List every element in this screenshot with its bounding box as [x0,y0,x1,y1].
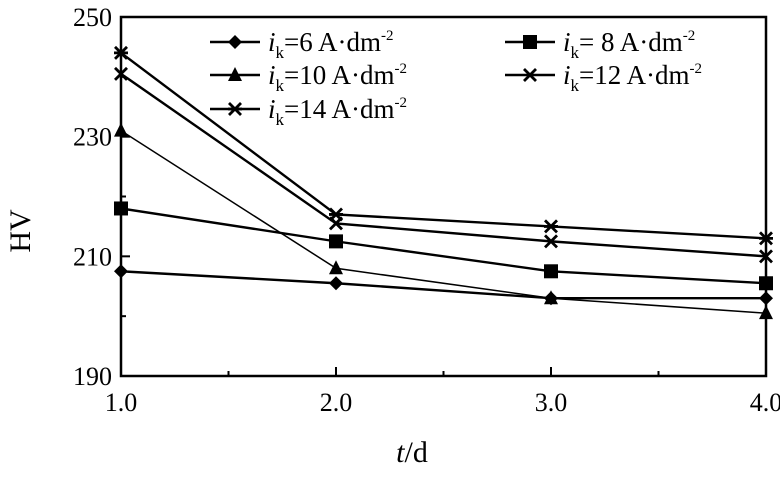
x-tick-label: 4.0 [750,388,780,417]
series-line [120,207,767,285]
x-axis-title: t/d [396,436,428,469]
series-star [114,45,773,246]
y-tick-label: 210 [73,242,112,271]
legend-label: ik=6 A·dm-2 [268,27,394,62]
data-point [759,249,773,264]
data-point [329,234,343,249]
series-line [120,72,767,258]
x-tick-label: 2.0 [320,388,353,417]
x-tick-label: 3.0 [535,388,568,417]
data-point [114,201,128,216]
data-point [114,45,128,60]
data-point [114,264,128,279]
legend-item: ik=10 A·dm-2 [210,60,407,95]
x-axis: 1.0 2.0 3.0 4.0 [105,367,780,417]
series-diamond [114,264,773,306]
legend-label: ik=12 A·dm-2 [563,60,702,95]
legend: ik=6 A·dm-2 ik= 8 A·dm-2 ik=10 A·dm-2 ik=12… [210,27,702,129]
data-point [544,234,558,249]
legend-marker [228,102,242,116]
series-line [120,51,767,240]
legend-item: ik=6 A·dm-2 [210,27,394,62]
series-square [114,201,773,291]
y-tick-label: 250 [73,3,112,32]
series-layer [114,45,773,320]
y-tick-label: 190 [73,362,112,391]
legend-item: ik=14 A·dm-2 [210,94,407,129]
data-point [329,207,343,222]
y-axis: 190 210 230 250 [73,3,130,391]
legend-marker [228,35,242,49]
legend-marker [523,68,537,82]
data-point [329,276,343,291]
data-point [759,276,773,291]
legend-item: ik=12 A·dm-2 [505,60,702,95]
legend-label: ik=10 A·dm-2 [268,60,407,95]
data-point [544,264,558,279]
legend-marker [523,35,537,49]
data-point [329,260,343,275]
legend-marker [228,67,242,81]
data-point [114,66,128,81]
legend-item: ik= 8 A·dm-2 [505,27,695,62]
series-line [120,270,766,300]
data-point [544,219,558,234]
series-triangle [114,122,773,320]
x-tick-label: 1.0 [105,388,138,417]
legend-label: ik=14 A·dm-2 [268,94,407,129]
data-point [759,291,773,306]
series-x [114,66,773,264]
series-line [120,130,767,314]
data-point [759,231,773,246]
legend-label: ik= 8 A·dm-2 [563,27,695,62]
data-point [114,122,128,137]
y-tick-label: 230 [73,123,112,152]
data-point [544,290,558,305]
y-axis-title: HV [4,209,37,253]
data-point [759,305,773,320]
